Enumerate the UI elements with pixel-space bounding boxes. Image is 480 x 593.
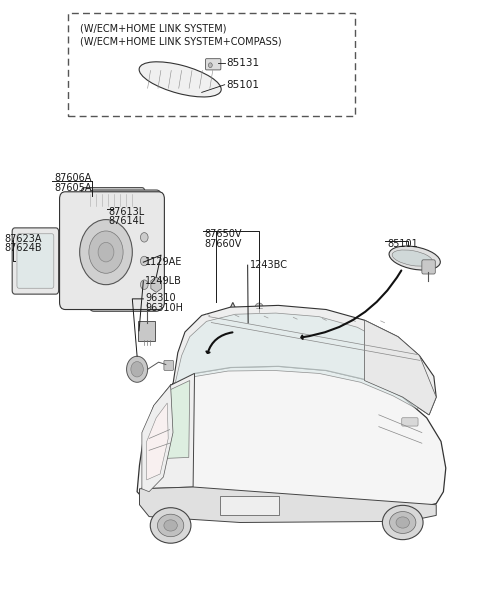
FancyBboxPatch shape bbox=[422, 260, 435, 274]
FancyBboxPatch shape bbox=[17, 234, 54, 288]
Text: 96310: 96310 bbox=[145, 294, 176, 303]
Circle shape bbox=[141, 256, 148, 266]
FancyBboxPatch shape bbox=[402, 418, 418, 426]
Ellipse shape bbox=[390, 512, 416, 534]
Circle shape bbox=[89, 231, 123, 273]
Text: 87613L: 87613L bbox=[109, 207, 145, 217]
Ellipse shape bbox=[157, 514, 184, 537]
Polygon shape bbox=[147, 403, 168, 480]
Polygon shape bbox=[142, 374, 194, 489]
Text: 1129AE: 1129AE bbox=[145, 257, 182, 267]
Text: (W/ECM+HOME LINK SYSTEM+COMPASS): (W/ECM+HOME LINK SYSTEM+COMPASS) bbox=[80, 36, 281, 46]
Text: 85131: 85131 bbox=[227, 58, 260, 68]
Polygon shape bbox=[147, 381, 190, 459]
Ellipse shape bbox=[164, 520, 177, 531]
FancyBboxPatch shape bbox=[138, 321, 156, 342]
Text: 87605A: 87605A bbox=[54, 183, 92, 193]
Text: 1249LB: 1249LB bbox=[145, 276, 182, 286]
Ellipse shape bbox=[139, 62, 221, 97]
Circle shape bbox=[141, 232, 148, 242]
Circle shape bbox=[255, 303, 264, 314]
FancyBboxPatch shape bbox=[220, 496, 279, 515]
Polygon shape bbox=[224, 313, 241, 331]
Ellipse shape bbox=[389, 246, 440, 270]
Text: 87660V: 87660V bbox=[204, 239, 242, 249]
Circle shape bbox=[141, 280, 148, 289]
Ellipse shape bbox=[396, 517, 409, 528]
Bar bbox=[68, 12, 355, 116]
Text: (W/ECM+HOME LINK SYSTEM): (W/ECM+HOME LINK SYSTEM) bbox=[80, 23, 226, 33]
Ellipse shape bbox=[383, 505, 423, 540]
Circle shape bbox=[80, 219, 132, 285]
Circle shape bbox=[208, 63, 212, 68]
FancyBboxPatch shape bbox=[82, 187, 145, 211]
Polygon shape bbox=[140, 487, 436, 522]
Ellipse shape bbox=[392, 250, 432, 266]
Polygon shape bbox=[174, 313, 424, 409]
FancyBboxPatch shape bbox=[12, 228, 59, 294]
Text: 85101: 85101 bbox=[227, 79, 260, 90]
Circle shape bbox=[98, 243, 114, 262]
FancyBboxPatch shape bbox=[89, 190, 161, 311]
FancyBboxPatch shape bbox=[60, 192, 164, 310]
FancyBboxPatch shape bbox=[205, 59, 221, 70]
Polygon shape bbox=[142, 385, 173, 492]
Text: 87614L: 87614L bbox=[109, 216, 145, 226]
Polygon shape bbox=[364, 320, 436, 415]
Text: 85101: 85101 bbox=[387, 240, 418, 250]
FancyBboxPatch shape bbox=[164, 361, 173, 371]
Circle shape bbox=[127, 356, 148, 382]
Ellipse shape bbox=[150, 508, 191, 543]
Text: 96310H: 96310H bbox=[145, 303, 183, 313]
Circle shape bbox=[131, 362, 144, 377]
Polygon shape bbox=[170, 305, 436, 415]
Text: 1243BC: 1243BC bbox=[250, 260, 288, 270]
Polygon shape bbox=[217, 302, 248, 335]
Text: 87650V: 87650V bbox=[204, 229, 242, 240]
Text: 87623A: 87623A bbox=[4, 234, 42, 244]
Text: 87606A: 87606A bbox=[54, 173, 92, 183]
Polygon shape bbox=[137, 366, 446, 515]
Text: 87624B: 87624B bbox=[4, 243, 42, 253]
